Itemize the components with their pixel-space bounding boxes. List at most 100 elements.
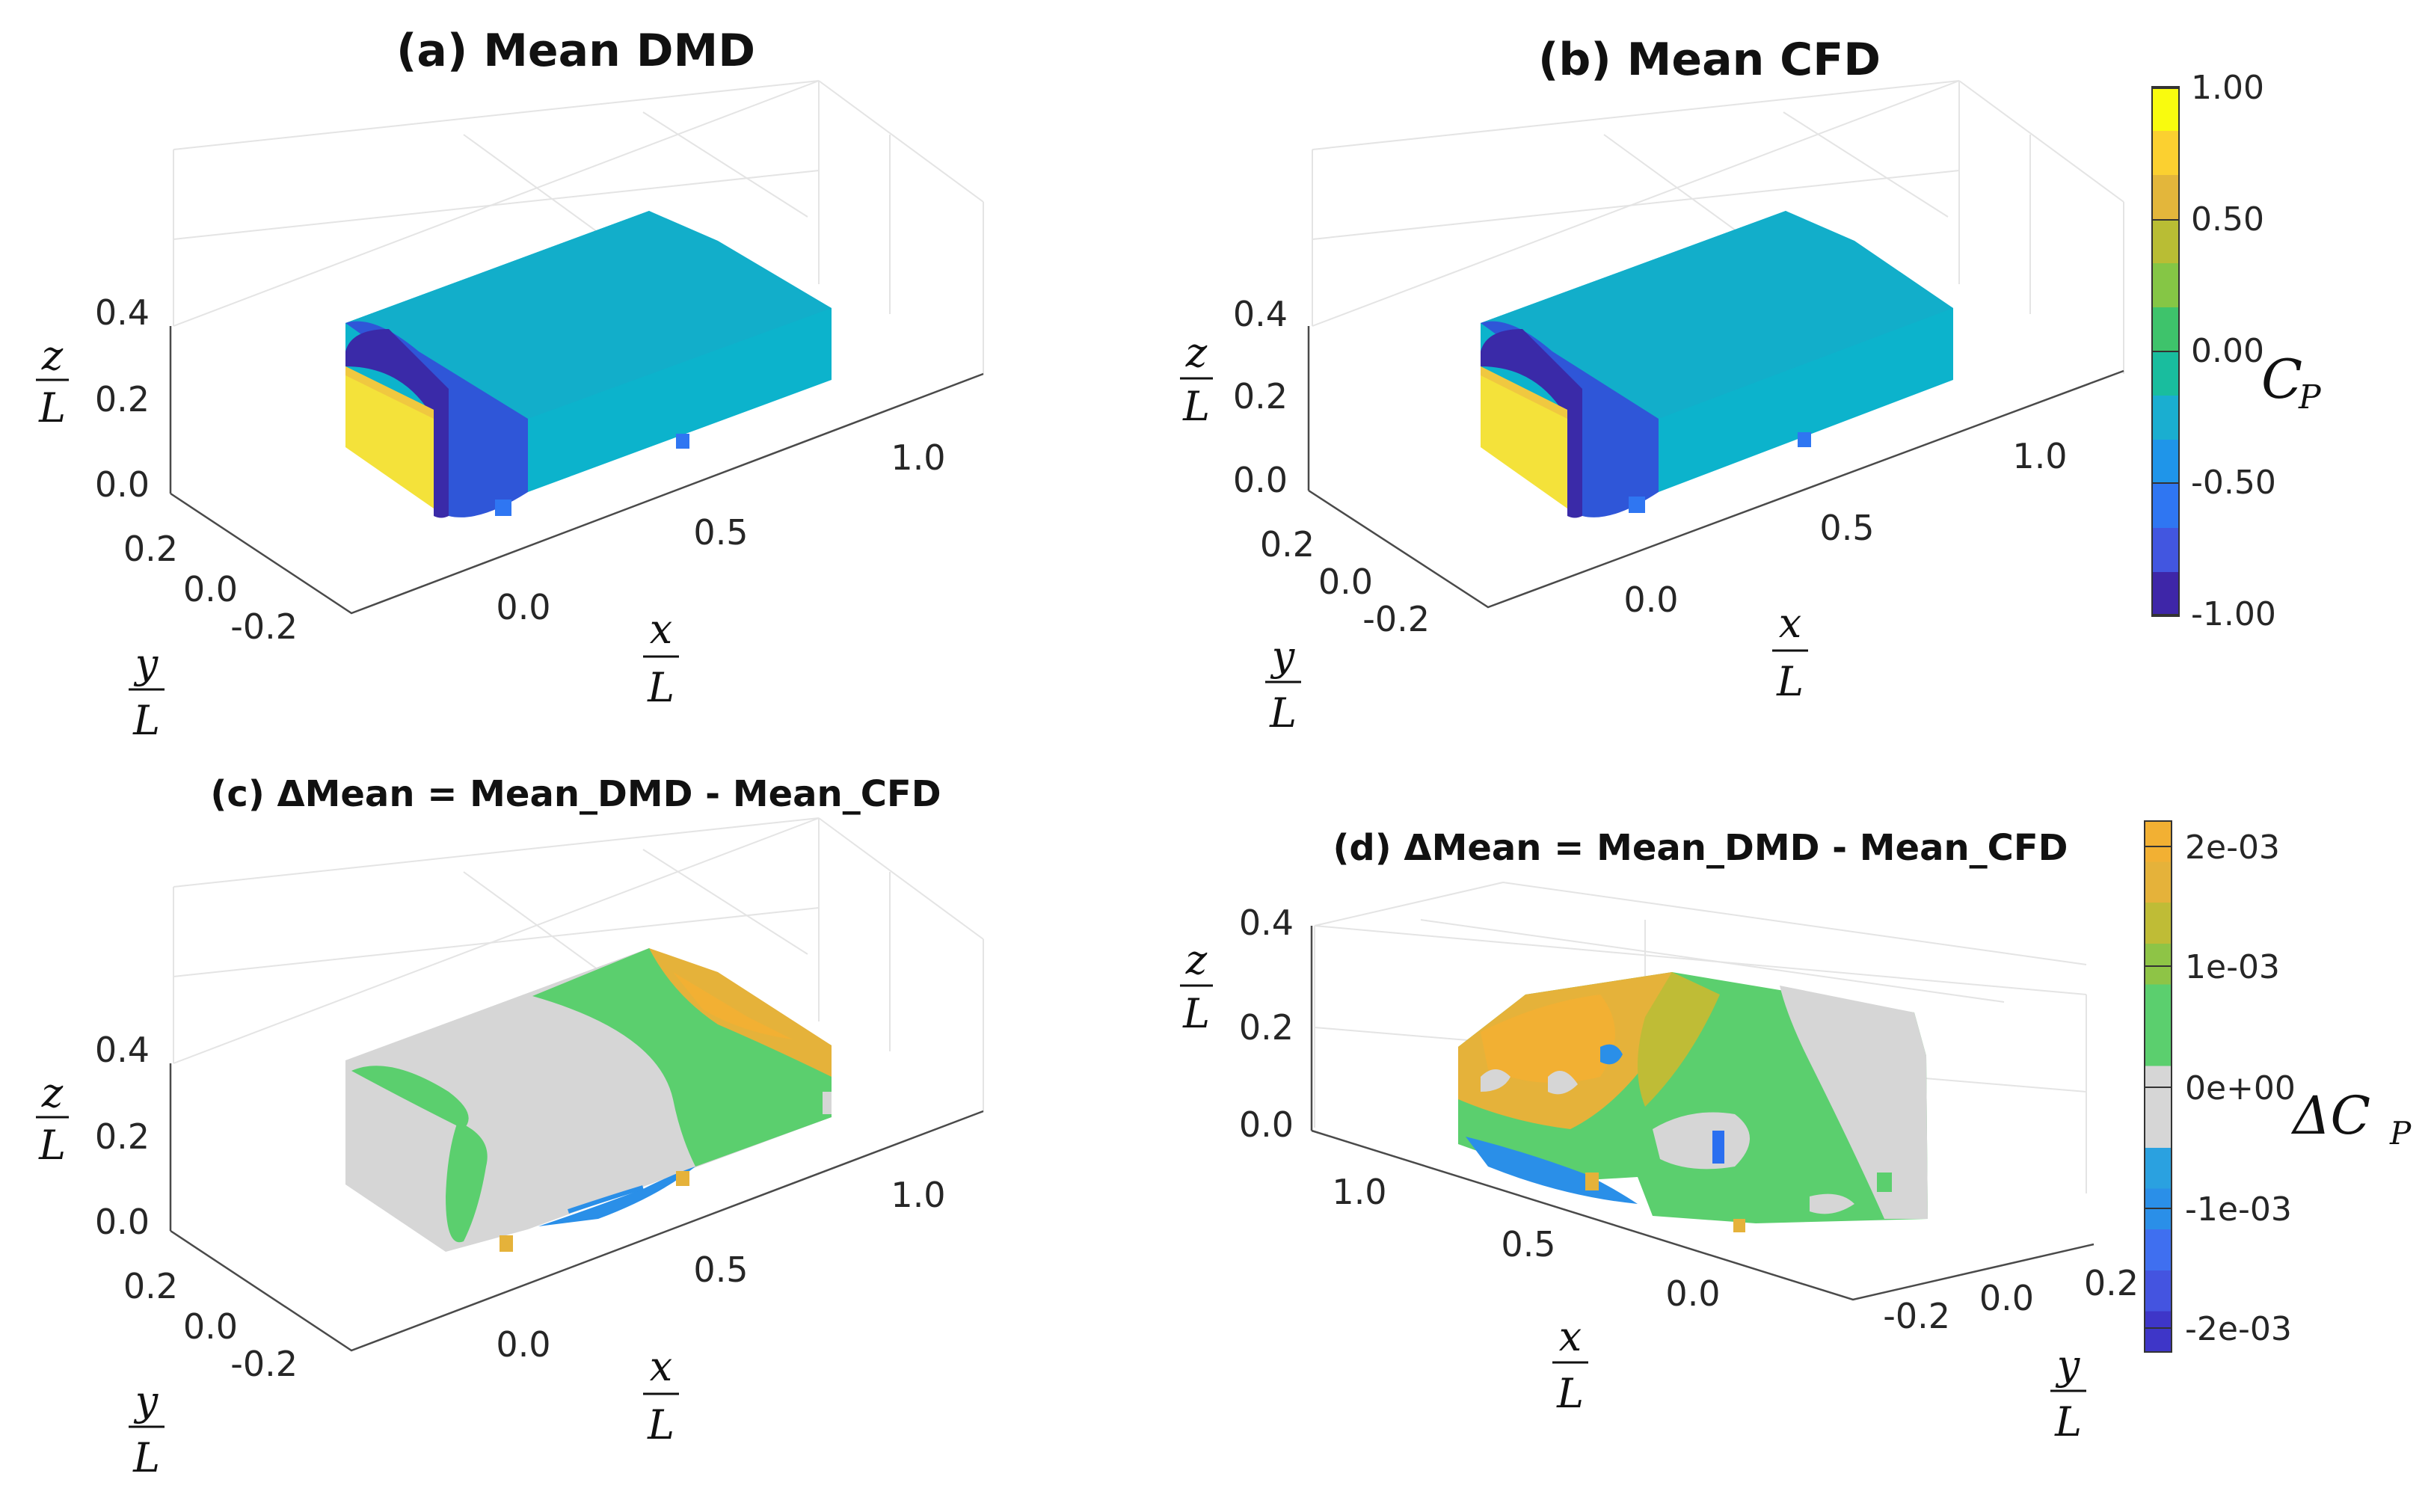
svg-text:L: L bbox=[1182, 383, 1210, 430]
svg-text:L: L bbox=[132, 697, 160, 744]
svg-text:L: L bbox=[132, 1434, 160, 1481]
colorbar-dcp-tick: 1e-03 bbox=[2185, 948, 2280, 986]
svg-text:y: y bbox=[134, 1377, 159, 1425]
panel-c: (c) ΔMean = Mean_DMD - Mean_CFD 0.4 0.2 bbox=[36, 773, 984, 1481]
panel-b-z-ticks: 0.4 0.2 0.0 bbox=[1233, 294, 1288, 500]
panel-c-surface bbox=[345, 948, 832, 1252]
svg-text:L: L bbox=[1182, 990, 1210, 1037]
panel-a-x-ticks: 0.0 0.5 1.0 bbox=[496, 437, 945, 627]
panel-c-title: (c) ΔMean = Mean_DMD - Mean_CFD bbox=[210, 773, 941, 815]
panel-b-title: (b) Mean CFD bbox=[1538, 34, 1881, 86]
panel-d-y-tick: 0.0 bbox=[1979, 1278, 2034, 1318]
svg-text:L: L bbox=[2054, 1398, 2082, 1445]
panel-d-y-label: y L bbox=[2050, 1342, 2086, 1445]
panel-d-title: (d) ΔMean = Mean_DMD - Mean_CFD bbox=[1333, 827, 2068, 869]
colorbar-cp-label: C P bbox=[2261, 348, 2322, 417]
svg-text:z: z bbox=[1185, 329, 1208, 376]
svg-text:L: L bbox=[1776, 658, 1804, 705]
panel-b-y-tick: 0.0 bbox=[1318, 562, 1373, 602]
svg-text:L: L bbox=[647, 664, 674, 711]
panel-c-z-tick: 0.2 bbox=[95, 1116, 150, 1157]
panel-b-y-tick: -0.2 bbox=[1362, 599, 1430, 639]
colorbar-dcp-tick: -2e-03 bbox=[2185, 1310, 2292, 1348]
panel-c-y-ticks: 0.2 0.0 -0.2 bbox=[123, 1266, 298, 1384]
colorbar-dcp-tick: 2e-03 bbox=[2185, 829, 2280, 867]
panel-c-z-tick: 0.0 bbox=[95, 1202, 150, 1242]
panel-d-x-tick: 0.0 bbox=[1665, 1273, 1720, 1314]
panel-a-y-tick: 0.0 bbox=[183, 569, 238, 609]
svg-text:L: L bbox=[647, 1401, 674, 1448]
panel-a-z-label: z L bbox=[36, 332, 69, 431]
panel-c-z-tick: 0.4 bbox=[95, 1030, 150, 1070]
panel-d-y-ticks: -0.2 0.0 0.2 bbox=[1883, 1263, 2139, 1336]
panel-c-x-tick: 1.0 bbox=[891, 1175, 945, 1215]
panel-c-z-ticks: 0.4 0.2 0.0 bbox=[95, 1030, 150, 1242]
panel-b-axes bbox=[1307, 326, 2124, 609]
panel-d-surface bbox=[1458, 972, 1928, 1232]
colorbar-cp-tick: 1.00 bbox=[2191, 69, 2264, 107]
panel-a-x-tick: 0.5 bbox=[693, 512, 748, 553]
svg-text:P: P bbox=[2298, 378, 2322, 417]
svg-text:x: x bbox=[650, 1343, 672, 1390]
svg-text:L: L bbox=[1556, 1370, 1584, 1417]
colorbar-cp-tick: -1.00 bbox=[2191, 595, 2276, 633]
panel-c-y-tick: 0.0 bbox=[183, 1306, 238, 1347]
svg-text:z: z bbox=[1185, 936, 1208, 983]
svg-text:x: x bbox=[650, 606, 672, 653]
panel-a-x-label: x L bbox=[643, 606, 679, 711]
panel-d-y-tick: -0.2 bbox=[1883, 1296, 1950, 1336]
panel-b-z-tick: 0.4 bbox=[1233, 294, 1288, 334]
panel-b-x-tick: 0.5 bbox=[1819, 508, 1874, 548]
svg-text:y: y bbox=[134, 640, 159, 687]
svg-text:y: y bbox=[2056, 1342, 2081, 1389]
svg-text:y: y bbox=[1270, 633, 1296, 680]
panel-a-surface bbox=[345, 211, 832, 518]
panel-c-axes bbox=[169, 1063, 984, 1352]
panel-a-axes bbox=[169, 326, 984, 615]
panel-d-z-ticks: 0.4 0.2 0.0 bbox=[1239, 903, 1294, 1145]
panel-b-grid bbox=[1312, 80, 2124, 374]
svg-text:L: L bbox=[38, 1122, 66, 1169]
panel-a-y-ticks: 0.2 0.0 -0.2 bbox=[123, 529, 298, 647]
svg-text:L: L bbox=[1269, 689, 1297, 737]
panel-a-x-tick: 0.0 bbox=[496, 587, 550, 627]
panel-b-y-tick: 0.2 bbox=[1260, 524, 1315, 565]
panel-a-title: (a) Mean DMD bbox=[396, 25, 755, 77]
svg-text:z: z bbox=[41, 1069, 64, 1116]
svg-text:L: L bbox=[38, 384, 66, 431]
panel-c-x-ticks: 0.0 0.5 1.0 bbox=[496, 1175, 945, 1365]
colorbar-cp-tick: -0.50 bbox=[2191, 464, 2276, 502]
panel-a-z-tick: 0.2 bbox=[95, 379, 150, 420]
panel-d-x-ticks: 1.0 0.5 0.0 bbox=[1332, 1172, 1720, 1314]
panel-d-z-tick: 0.0 bbox=[1239, 1104, 1294, 1145]
colorbar-dcp-ticks bbox=[2145, 846, 2172, 1329]
panel-a: (a) Mean DMD 0.4 0.2 0.0 0.2 0.0 bbox=[36, 25, 984, 744]
panel-d-x-tick: 1.0 bbox=[1332, 1172, 1386, 1212]
colorbar-dcp-label: ΔC P bbox=[2290, 1085, 2412, 1152]
panel-d-axes bbox=[1310, 926, 2095, 1301]
panel-d-x-tick: 0.5 bbox=[1501, 1224, 1555, 1264]
panel-d-z-tick: 0.4 bbox=[1239, 903, 1294, 943]
svg-text:C: C bbox=[2261, 348, 2302, 411]
colorbar-cp-ticks bbox=[2152, 87, 2179, 615]
panel-d-y-tick: 0.2 bbox=[2084, 1263, 2139, 1303]
panel-c-x-label: x L bbox=[643, 1343, 679, 1448]
svg-text:ΔC: ΔC bbox=[2290, 1085, 2370, 1146]
panel-a-z-tick: 0.0 bbox=[95, 464, 150, 505]
panel-c-x-tick: 0.5 bbox=[693, 1250, 748, 1290]
panel-a-z-tick: 0.4 bbox=[95, 292, 150, 333]
panel-d-x-label: x L bbox=[1552, 1313, 1588, 1417]
panel-a-y-tick: 0.2 bbox=[123, 529, 178, 569]
colorbar-dcp: 2e-03 1e-03 0e+00 -1e-03 -2e-03 ΔC P bbox=[2144, 820, 2412, 1353]
colorbar-cp-tick: 0.00 bbox=[2191, 332, 2264, 370]
panel-c-y-tick: 0.2 bbox=[123, 1266, 178, 1306]
panel-b-x-label: x L bbox=[1772, 600, 1808, 705]
panel-b-surface bbox=[1481, 211, 1953, 518]
panel-b-z-label: z L bbox=[1180, 329, 1213, 430]
svg-text:P: P bbox=[2389, 1115, 2412, 1152]
panel-b-y-ticks: 0.2 0.0 -0.2 bbox=[1260, 524, 1430, 639]
colorbar-dcp-tick: 0e+00 bbox=[2185, 1069, 2296, 1107]
panel-b-y-label: y L bbox=[1265, 633, 1301, 737]
svg-text:x: x bbox=[1779, 600, 1801, 647]
